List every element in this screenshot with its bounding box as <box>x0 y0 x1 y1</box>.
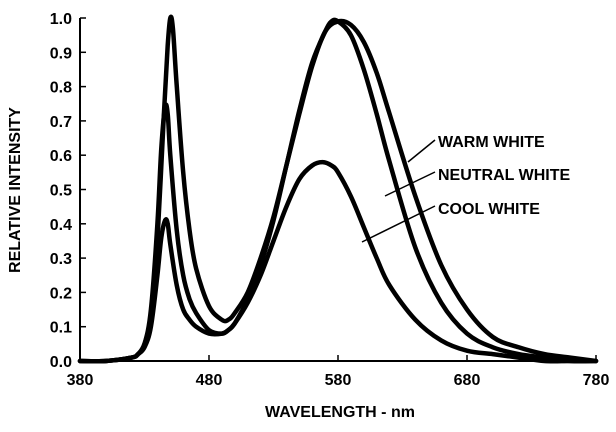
annotation-layer: WARM WHITE NEUTRAL WHITE COOL WHITE <box>361 134 570 243</box>
series-line-cool-white <box>77 159 599 364</box>
x-tick-label: 480 <box>196 372 223 389</box>
series-line-neutral-white <box>77 17 599 364</box>
x-tick-label: 580 <box>325 372 352 389</box>
y-tick-label: 0.5 <box>50 183 72 200</box>
y-tick-label: 0.4 <box>50 217 72 234</box>
ticks-layer: 0.0 0.1 0.2 0.3 0.4 0.5 0.6 0.7 0.8 0.9 1.0 380 480 5… <box>50 11 610 389</box>
y-tick-label: 0.3 <box>50 251 72 268</box>
x-tick-label: 380 <box>67 372 94 389</box>
label-warm-white: WARM WHITE <box>438 134 545 151</box>
y-tick-label: 0.0 <box>50 354 72 371</box>
x-tick-label: 680 <box>454 372 481 389</box>
y-tick-label: 0.6 <box>50 148 72 165</box>
y-tick-label: 0.7 <box>50 114 72 131</box>
x-axis-title: WAVELENGTH - nm <box>265 404 415 421</box>
y-tick-label: 0.2 <box>50 285 72 302</box>
y-tick-label: 1.0 <box>50 11 72 28</box>
y-tick-label: 0.1 <box>50 320 72 337</box>
label-cool-white: COOL WHITE <box>438 201 540 218</box>
leader-line-cool-white <box>361 205 436 243</box>
series-layer <box>77 14 599 364</box>
label-neutral-white: NEUTRAL WHITE <box>438 167 570 184</box>
x-tick-label: 780 <box>583 372 610 389</box>
leader-line-warm-white <box>407 139 436 163</box>
y-axis-title: RELATIVE INTENSITY <box>7 107 24 273</box>
y-tick-label: 0.9 <box>50 45 72 62</box>
leader-line-neutral-white <box>384 171 436 197</box>
y-tick-label: 0.8 <box>50 80 72 97</box>
